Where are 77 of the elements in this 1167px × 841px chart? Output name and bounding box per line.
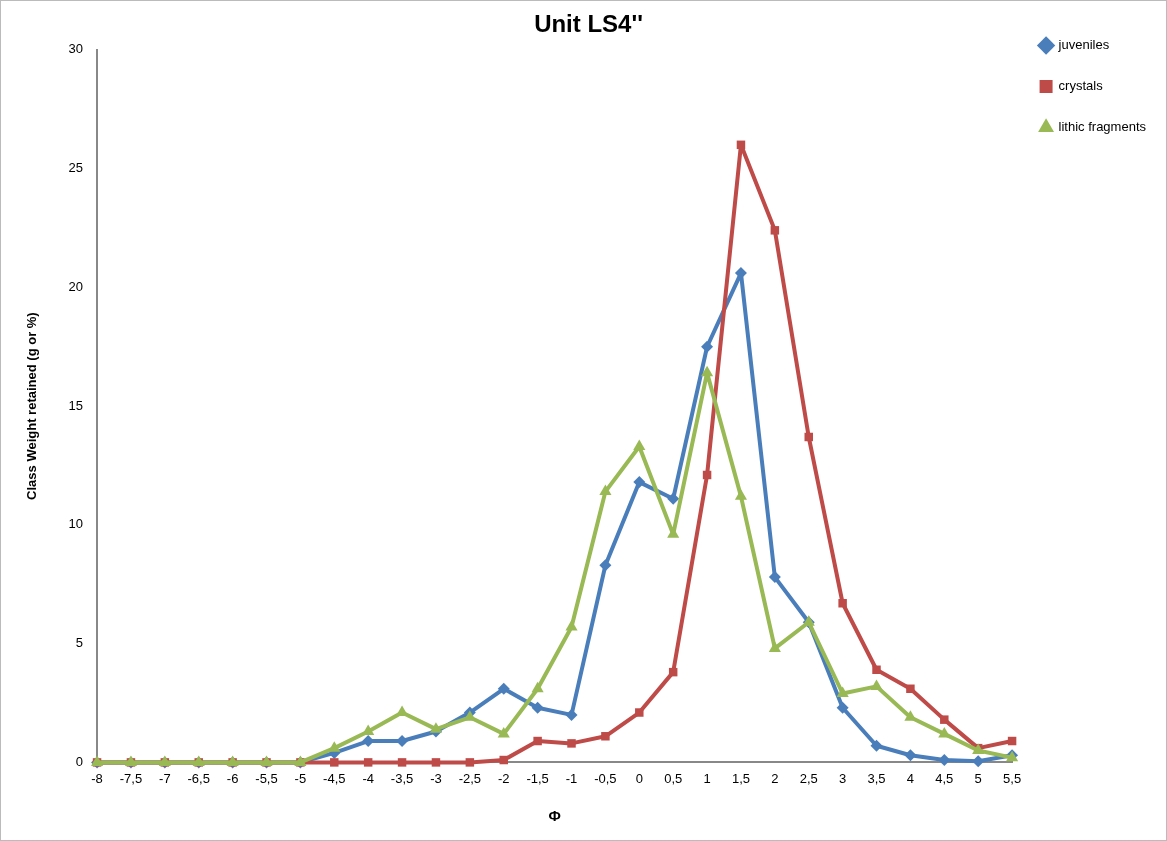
x-tick-label: 4,5 bbox=[935, 770, 954, 786]
point bbox=[768, 571, 781, 584]
x-tick-label: 5,5 bbox=[1003, 770, 1022, 786]
point bbox=[431, 758, 441, 767]
point bbox=[601, 732, 610, 741]
point bbox=[872, 665, 881, 675]
y-tick-label: 5 bbox=[75, 635, 84, 651]
x-tick-label: -7,5 bbox=[119, 770, 143, 786]
x-tick-label: -6,5 bbox=[187, 770, 210, 786]
legend-label: juveniles bbox=[1057, 37, 1110, 53]
point bbox=[870, 739, 883, 752]
y-tick-label: 20 bbox=[68, 278, 84, 294]
x-tick-label: 5 bbox=[974, 770, 982, 786]
x-tick-label: -0,5 bbox=[594, 770, 617, 786]
point bbox=[768, 641, 781, 652]
point bbox=[599, 484, 612, 496]
point bbox=[836, 686, 849, 698]
y-axis-title: Class Weight retained (g or %) bbox=[24, 312, 40, 500]
point bbox=[531, 681, 544, 693]
point bbox=[567, 739, 576, 748]
point bbox=[667, 492, 680, 505]
x-axis-title: Φ bbox=[548, 807, 561, 825]
legend-label: lithic fragments bbox=[1058, 119, 1147, 135]
point bbox=[701, 365, 714, 377]
x-tick-label: -7 bbox=[159, 770, 171, 786]
point bbox=[734, 489, 748, 500]
y-tick-label: 30 bbox=[68, 41, 84, 57]
point bbox=[429, 722, 443, 733]
y-tick-label: 0 bbox=[75, 753, 84, 769]
point bbox=[940, 715, 949, 724]
point bbox=[633, 439, 646, 450]
x-tick-label: 1 bbox=[703, 770, 711, 786]
x-tick-label: 0 bbox=[635, 770, 643, 786]
x-tick-label: -3 bbox=[430, 770, 442, 786]
x-tick-label: 1,5 bbox=[731, 770, 750, 786]
x-tick-label: -3,5 bbox=[390, 770, 414, 786]
x-tick-label: 3,5 bbox=[867, 770, 886, 786]
x-tick-label: -5,5 bbox=[255, 770, 278, 786]
point bbox=[635, 708, 644, 717]
point bbox=[565, 708, 578, 721]
point bbox=[497, 682, 510, 695]
point bbox=[465, 758, 475, 767]
point bbox=[836, 701, 849, 714]
y-tick-label: 15 bbox=[68, 397, 84, 413]
chart-title: Unit LS4'' bbox=[534, 10, 643, 38]
point bbox=[499, 755, 508, 765]
x-tick-label: -4 bbox=[362, 770, 374, 786]
point bbox=[397, 758, 407, 767]
x-tick-label: 4 bbox=[906, 770, 915, 786]
point bbox=[599, 559, 612, 572]
point bbox=[531, 701, 544, 714]
point bbox=[565, 620, 578, 631]
x-tick-label: -8 bbox=[91, 770, 103, 786]
x-tick-label: 2,5 bbox=[799, 770, 818, 786]
x-tick-label: -1 bbox=[565, 770, 578, 786]
x-tick-label: -2,5 bbox=[458, 770, 482, 786]
point bbox=[633, 476, 646, 489]
point bbox=[701, 340, 714, 353]
x-tick-label: -1,5 bbox=[526, 770, 549, 786]
point bbox=[906, 684, 915, 694]
y-tick-label: 25 bbox=[68, 160, 84, 176]
x-tick-label: -6 bbox=[226, 770, 239, 786]
x-tick-label: 2 bbox=[771, 770, 779, 786]
x-tick-label: -5 bbox=[294, 770, 307, 786]
point bbox=[870, 679, 883, 690]
legend-label: crystals bbox=[1058, 78, 1104, 94]
y-tick-label: 10 bbox=[68, 516, 84, 532]
point bbox=[770, 226, 780, 235]
x-tick-label: 0,5 bbox=[664, 770, 683, 786]
x-tick-label: 3 bbox=[839, 770, 847, 786]
x-tick-label: -4,5 bbox=[323, 770, 346, 786]
point bbox=[363, 758, 373, 767]
x-tick-label: -2 bbox=[497, 770, 510, 786]
point bbox=[533, 736, 542, 746]
point bbox=[497, 726, 510, 738]
point bbox=[330, 758, 339, 767]
point bbox=[838, 599, 847, 608]
